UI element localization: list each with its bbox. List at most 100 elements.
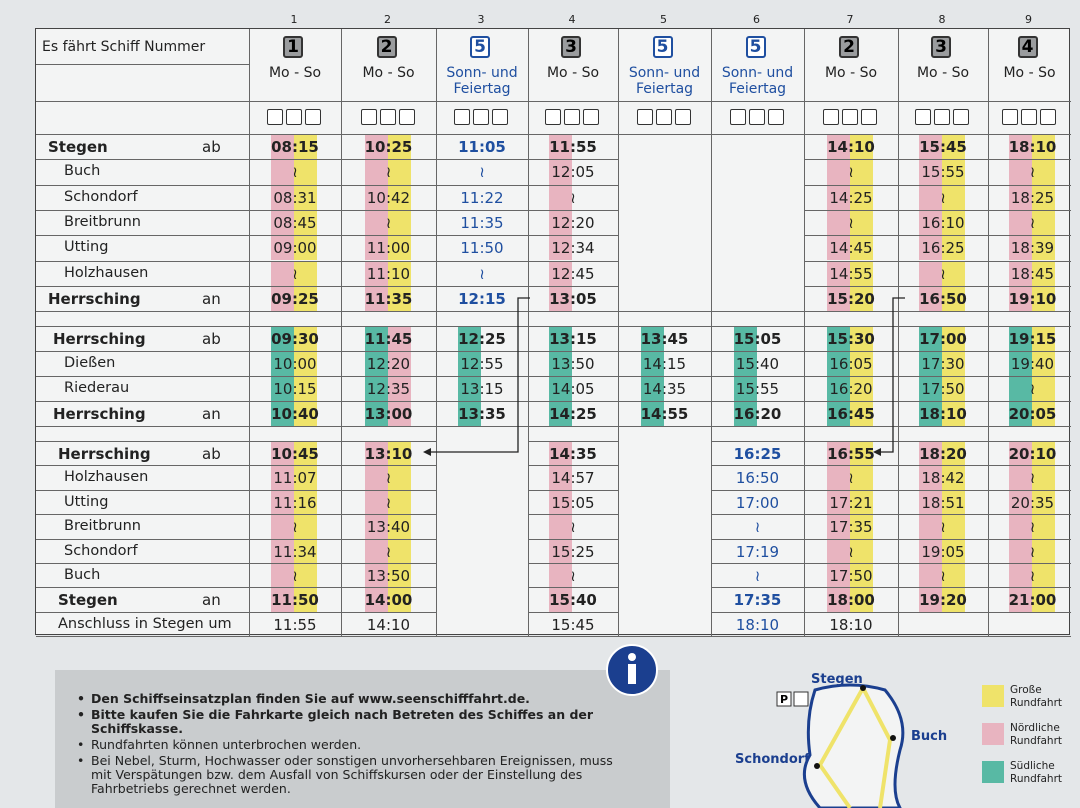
departure-time: 18:42 <box>921 469 965 488</box>
info-item: • Bitte kaufen Sie die Fahrkarte gleich n… <box>77 707 594 736</box>
departure-time: 08:31 <box>273 188 317 207</box>
hline <box>804 587 898 589</box>
departure-time: 11:05 <box>458 138 506 156</box>
departure-time: ≀ <box>1029 380 1036 398</box>
route-stripe <box>294 538 317 563</box>
departure-time: ≀ <box>292 264 298 283</box>
route-stripe <box>733 326 757 351</box>
departure-time: ≀ <box>1029 518 1036 537</box>
hline <box>341 159 436 161</box>
route-stripe <box>827 587 850 612</box>
hline <box>804 441 898 442</box>
hline <box>36 209 249 211</box>
departure-time: 19:10 <box>1008 289 1057 308</box>
route-stripe <box>1008 285 1032 312</box>
route-stripe <box>294 376 317 401</box>
departure-time: 17:30 <box>921 355 965 373</box>
route-stripe <box>271 260 294 286</box>
route-stripe <box>294 326 317 351</box>
hline <box>436 260 528 262</box>
hline <box>988 235 1071 237</box>
amenity-icon <box>655 109 672 125</box>
ship-number: 2 <box>376 36 397 58</box>
hline <box>341 514 436 516</box>
vline <box>898 29 899 636</box>
hline <box>341 587 436 589</box>
departure-time: 12:25 <box>458 330 506 348</box>
departure-time: 16:50 <box>735 469 780 488</box>
route-stripe <box>271 351 294 376</box>
departure-time: 13:15 <box>460 380 504 398</box>
route-stripe <box>294 441 317 466</box>
hline <box>898 587 988 589</box>
stop-name: Herrsching <box>53 330 146 348</box>
amenity-icon <box>729 109 746 125</box>
stop-name: Riederau <box>64 380 130 396</box>
hline <box>249 285 341 287</box>
column-number: 5 <box>660 13 667 26</box>
hline <box>988 184 1071 186</box>
route-stripe <box>387 351 411 376</box>
hline <box>618 326 711 327</box>
route-stripe <box>850 285 873 312</box>
departure-time: 16:25 <box>921 239 965 258</box>
route-stripe <box>271 441 294 466</box>
stop-name: Breitbrunn <box>64 213 141 230</box>
route-stripe <box>850 465 873 490</box>
route-stripe <box>850 326 873 351</box>
route-stripe <box>942 489 965 515</box>
departure-time: 11:10 <box>366 264 411 283</box>
stop-name: Herrsching <box>58 445 151 463</box>
departure-time: 15:55 <box>735 380 780 398</box>
departure-time: 15:40 <box>549 591 597 610</box>
hline <box>36 514 249 516</box>
departure-time: 14:25 <box>829 188 873 207</box>
departure-time: 19:15 <box>1008 330 1057 348</box>
amenity-icon <box>583 109 599 125</box>
departure-time: 11:35 <box>460 213 504 232</box>
departure-time: ≀ <box>570 188 576 207</box>
departure-time: 15:05 <box>733 330 782 348</box>
departure-time: 12:20 <box>366 355 411 373</box>
route-stripe <box>919 134 942 160</box>
departure-time: 17:50 <box>829 567 873 585</box>
route-stripe <box>1008 489 1032 515</box>
hline <box>988 563 1071 564</box>
map-label: Buch <box>911 729 948 744</box>
departure-time: 18:20 <box>919 445 967 463</box>
departure-time: 18:10 <box>829 615 873 634</box>
route-stripe <box>364 326 388 351</box>
hline <box>711 489 804 491</box>
route-stripe <box>364 587 388 612</box>
hline <box>804 376 898 377</box>
ship-number: 5 <box>652 36 673 58</box>
route-stripe <box>850 587 873 612</box>
route-stripe <box>294 401 317 426</box>
amenity-icon <box>379 109 396 125</box>
hline <box>804 563 898 564</box>
hline <box>528 260 618 262</box>
info-box: • Den Schiffseinsatzplan finden Sie auf w… <box>55 670 670 808</box>
route-stripe <box>364 563 388 588</box>
svg-text:P: P <box>780 693 788 706</box>
departure-time: 12:05 <box>551 163 595 182</box>
direction: ab <box>202 330 221 348</box>
vline <box>528 29 529 636</box>
departure-time: ≀ <box>848 542 854 561</box>
departure-time: 12:15 <box>458 289 506 308</box>
route-stripe <box>850 134 873 160</box>
route-stripe <box>364 134 388 160</box>
route-stripe <box>549 184 572 210</box>
departure-time: 10:42 <box>366 188 411 207</box>
route-stripe <box>387 235 411 261</box>
departure-time: ≀ <box>385 469 392 488</box>
route-stripe <box>1008 401 1032 426</box>
departure-time: 13:10 <box>364 445 413 463</box>
direction: an <box>202 591 221 610</box>
departure-time: 13:40 <box>366 518 411 537</box>
amenity-icon <box>398 109 415 125</box>
map: P <box>776 683 1004 808</box>
departure-time: 17:35 <box>829 518 873 537</box>
departure-time: 16:45 <box>827 405 875 423</box>
departure-time: ≀ <box>570 518 576 537</box>
